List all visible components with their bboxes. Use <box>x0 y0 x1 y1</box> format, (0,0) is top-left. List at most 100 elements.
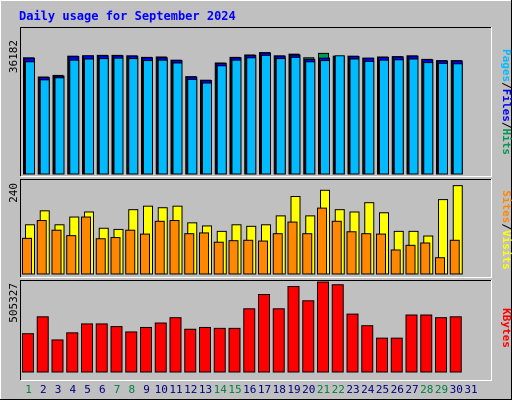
pages-bar <box>216 65 227 175</box>
kbytes-bar <box>184 328 197 373</box>
kbytes-bar <box>81 323 93 373</box>
day-label: 16 <box>243 383 256 396</box>
day-label: 9 <box>143 383 150 396</box>
sites-bar <box>213 241 224 275</box>
chart-title: Daily usage for September 2024 <box>19 9 236 23</box>
panel-hits-bars <box>23 52 463 175</box>
day-label: 22 <box>332 383 345 396</box>
pages-bar <box>379 59 389 175</box>
pages-bar <box>157 59 168 175</box>
kbytes-bar <box>110 326 123 373</box>
pages-bar <box>364 60 375 175</box>
kbytes-bar <box>199 326 211 373</box>
pages-bar <box>320 60 330 175</box>
pages-bar <box>349 58 360 175</box>
sites-bar <box>272 233 283 275</box>
pages-bar <box>128 58 139 175</box>
pages-bar <box>187 78 198 175</box>
panel-kbytes-scale-label: 505327 <box>7 283 20 323</box>
day-label: 2 <box>40 383 47 396</box>
kbytes-bar <box>243 308 256 373</box>
kbytes-bar <box>435 317 447 373</box>
panel-visits-bars <box>22 185 463 275</box>
sites-bar <box>125 229 136 275</box>
pages-bar <box>202 82 212 175</box>
pages-bar <box>275 58 286 175</box>
sites-bar <box>95 238 106 275</box>
sites-bar <box>302 233 313 275</box>
panel-visits-scale-label: 240 <box>7 183 20 203</box>
sites-bar <box>22 237 32 275</box>
day-label: 26 <box>391 383 404 396</box>
kbytes-bar <box>272 308 285 373</box>
sites-bar <box>140 233 150 275</box>
sites-bar <box>243 239 254 275</box>
kbytes-bar <box>449 316 462 373</box>
kbytes-bar <box>405 314 418 373</box>
pages-bar <box>334 55 345 175</box>
legend-separator: / <box>500 122 512 129</box>
kbytes-bar <box>169 317 182 373</box>
day-label: 29 <box>435 383 448 396</box>
sites-bar <box>66 235 77 275</box>
pages-bar <box>246 57 257 175</box>
legend-kbytes: KBytes <box>500 308 512 348</box>
panel-legend-text: KBytes <box>500 308 512 348</box>
kbytes-bar <box>420 314 433 373</box>
kbytes-bar <box>140 326 152 373</box>
pages-bar <box>438 62 448 175</box>
pages-bar <box>290 56 301 175</box>
sites-bar <box>317 207 327 275</box>
day-label: 17 <box>258 383 271 396</box>
sites-bar <box>376 233 386 275</box>
kbytes-bar <box>390 337 403 373</box>
day-label: 27 <box>405 383 418 396</box>
kbytes-bar <box>331 284 344 373</box>
legend-separator: / <box>500 223 512 230</box>
kbytes-bar <box>66 332 79 373</box>
day-label: 23 <box>346 383 359 396</box>
panel-hits: 36182 Pages/Files/Hits <box>7 27 512 177</box>
pages-bar <box>305 61 316 175</box>
sites-bar <box>361 233 372 275</box>
legend-separator: / <box>500 82 512 89</box>
kbytes-bar <box>346 313 359 373</box>
kbytes-bar <box>95 323 108 373</box>
sites-bar <box>81 216 91 275</box>
day-label: 4 <box>69 383 76 396</box>
sites-bar <box>390 249 401 275</box>
day-label: 1 <box>25 383 32 396</box>
sites-bar <box>51 229 62 275</box>
panel-hits-legend: Pages/Files/Hits <box>500 49 512 155</box>
kbytes-bar <box>287 286 300 373</box>
panel-legend-text: Pages/Files/Hits <box>500 49 512 155</box>
pages-bar <box>393 59 404 175</box>
day-label: 21 <box>317 383 330 396</box>
kbytes-bar <box>213 327 226 373</box>
panel-visits-legend: Sites/Visits <box>500 190 512 270</box>
day-label: 5 <box>84 383 91 396</box>
kbytes-bar <box>154 322 167 373</box>
day-label: 10 <box>155 383 168 396</box>
day-label: 31 <box>464 383 477 396</box>
x-axis-day-labels: 1 2 3 4 5 6 7 8 9 10 11 12 13 14 15 16 17 18 19 20 21 22 23 24 2… <box>25 383 477 396</box>
pages-bar <box>408 58 419 175</box>
day-label: 14 <box>214 383 228 396</box>
day-label: 12 <box>184 383 197 396</box>
day-label: 30 <box>450 383 463 396</box>
sites-bar <box>110 237 121 275</box>
sites-bar <box>405 244 416 275</box>
sites-bar <box>435 257 445 275</box>
day-label: 19 <box>287 383 300 396</box>
sites-bar <box>420 242 431 275</box>
day-label: 24 <box>361 383 375 396</box>
legend-pages: Pages <box>500 49 512 82</box>
day-label: 11 <box>169 383 182 396</box>
legend-hits: Hits <box>500 129 512 156</box>
day-label: 18 <box>273 383 286 396</box>
legend-files: Files <box>500 89 512 122</box>
panel-kbytes: 505327 KBytes <box>7 280 512 381</box>
day-label: 25 <box>376 383 389 396</box>
kbytes-bar <box>258 294 270 373</box>
day-label: 13 <box>199 383 212 396</box>
